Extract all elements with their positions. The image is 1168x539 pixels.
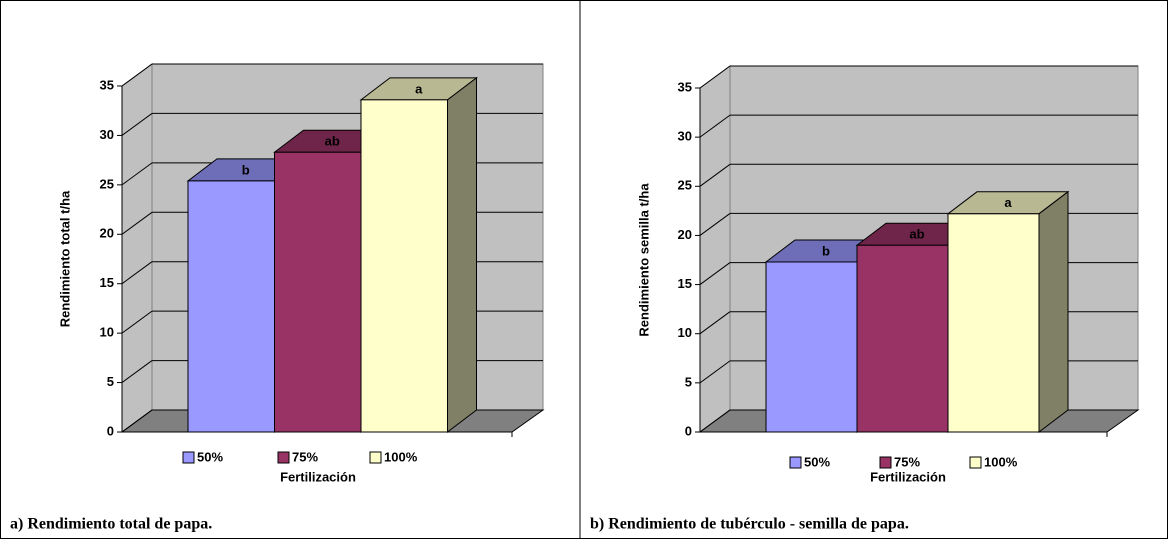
grid-line xyxy=(699,163,731,187)
annotation: a xyxy=(1004,195,1012,210)
y-tick-label: 0 xyxy=(685,423,692,438)
annotation: b xyxy=(822,243,830,258)
grid-line xyxy=(121,113,153,136)
legend-label: 75% xyxy=(292,449,318,464)
grid-line xyxy=(121,310,153,334)
side-wall xyxy=(121,63,153,433)
grid-line xyxy=(699,262,731,285)
legend-swatch xyxy=(789,456,802,469)
annotation: ab xyxy=(325,134,340,149)
legend-swatch xyxy=(879,456,892,469)
annotation: ab xyxy=(909,227,924,242)
bar xyxy=(947,213,1040,433)
caption: b) Rendimiento de tubérculo - semilla de… xyxy=(590,516,909,533)
legend-label: 100% xyxy=(984,454,1018,469)
grid-line xyxy=(121,211,153,235)
legend-label: 50% xyxy=(197,449,223,464)
grid-line xyxy=(121,409,153,433)
y-tick-label: 5 xyxy=(685,374,692,389)
bar-side xyxy=(1038,190,1069,434)
caption: a) Rendimiento total de papa. xyxy=(10,516,212,533)
y-tick-label: 5 xyxy=(107,374,114,389)
y-tick-label: 30 xyxy=(678,129,692,144)
y-tick-label: 35 xyxy=(678,79,692,94)
bar xyxy=(274,151,362,433)
legend-swatch xyxy=(369,451,382,464)
y-tick-label: 15 xyxy=(100,275,114,290)
bar xyxy=(765,261,858,433)
y-tick-label: 15 xyxy=(678,276,692,291)
side-wall xyxy=(699,65,731,433)
x-axis-label: Fertilización xyxy=(870,469,946,484)
x-axis-label: Fertilización xyxy=(280,469,356,484)
y-tick-label: 20 xyxy=(678,227,692,242)
grid-line xyxy=(699,409,731,433)
y-tick-label: 25 xyxy=(100,176,114,191)
grid-line xyxy=(699,213,731,236)
annotation: b xyxy=(242,162,250,177)
bar xyxy=(187,180,275,433)
y-tick-label: 10 xyxy=(100,325,114,340)
legend-label: 75% xyxy=(894,454,920,469)
bar-side xyxy=(447,76,477,434)
legend-label: 50% xyxy=(804,454,830,469)
grid-line xyxy=(121,63,153,87)
y-tick-label: 10 xyxy=(678,325,692,340)
grid-line xyxy=(699,65,731,89)
legend-swatch xyxy=(182,451,195,464)
y-axis-label: Rendimiento total t/ha xyxy=(57,190,72,327)
bar xyxy=(360,99,448,433)
y-tick-label: 25 xyxy=(678,178,692,193)
y-tick-label: 20 xyxy=(100,226,114,241)
y-axis-label: Rendimiento semilla t/ha xyxy=(636,183,651,337)
annotation: a xyxy=(415,81,423,96)
grid-line xyxy=(121,261,153,285)
grid-line xyxy=(121,162,153,186)
grid-line xyxy=(699,360,731,384)
legend-label: 100% xyxy=(384,449,418,464)
grid-line xyxy=(121,360,153,383)
y-tick-label: 0 xyxy=(107,423,114,438)
y-tick-label: 30 xyxy=(100,127,114,142)
grid-line xyxy=(699,311,731,335)
bar xyxy=(856,244,949,433)
legend-swatch xyxy=(277,451,290,464)
y-tick-label: 35 xyxy=(100,77,114,92)
grid-line xyxy=(699,114,731,138)
legend-swatch xyxy=(969,456,982,469)
